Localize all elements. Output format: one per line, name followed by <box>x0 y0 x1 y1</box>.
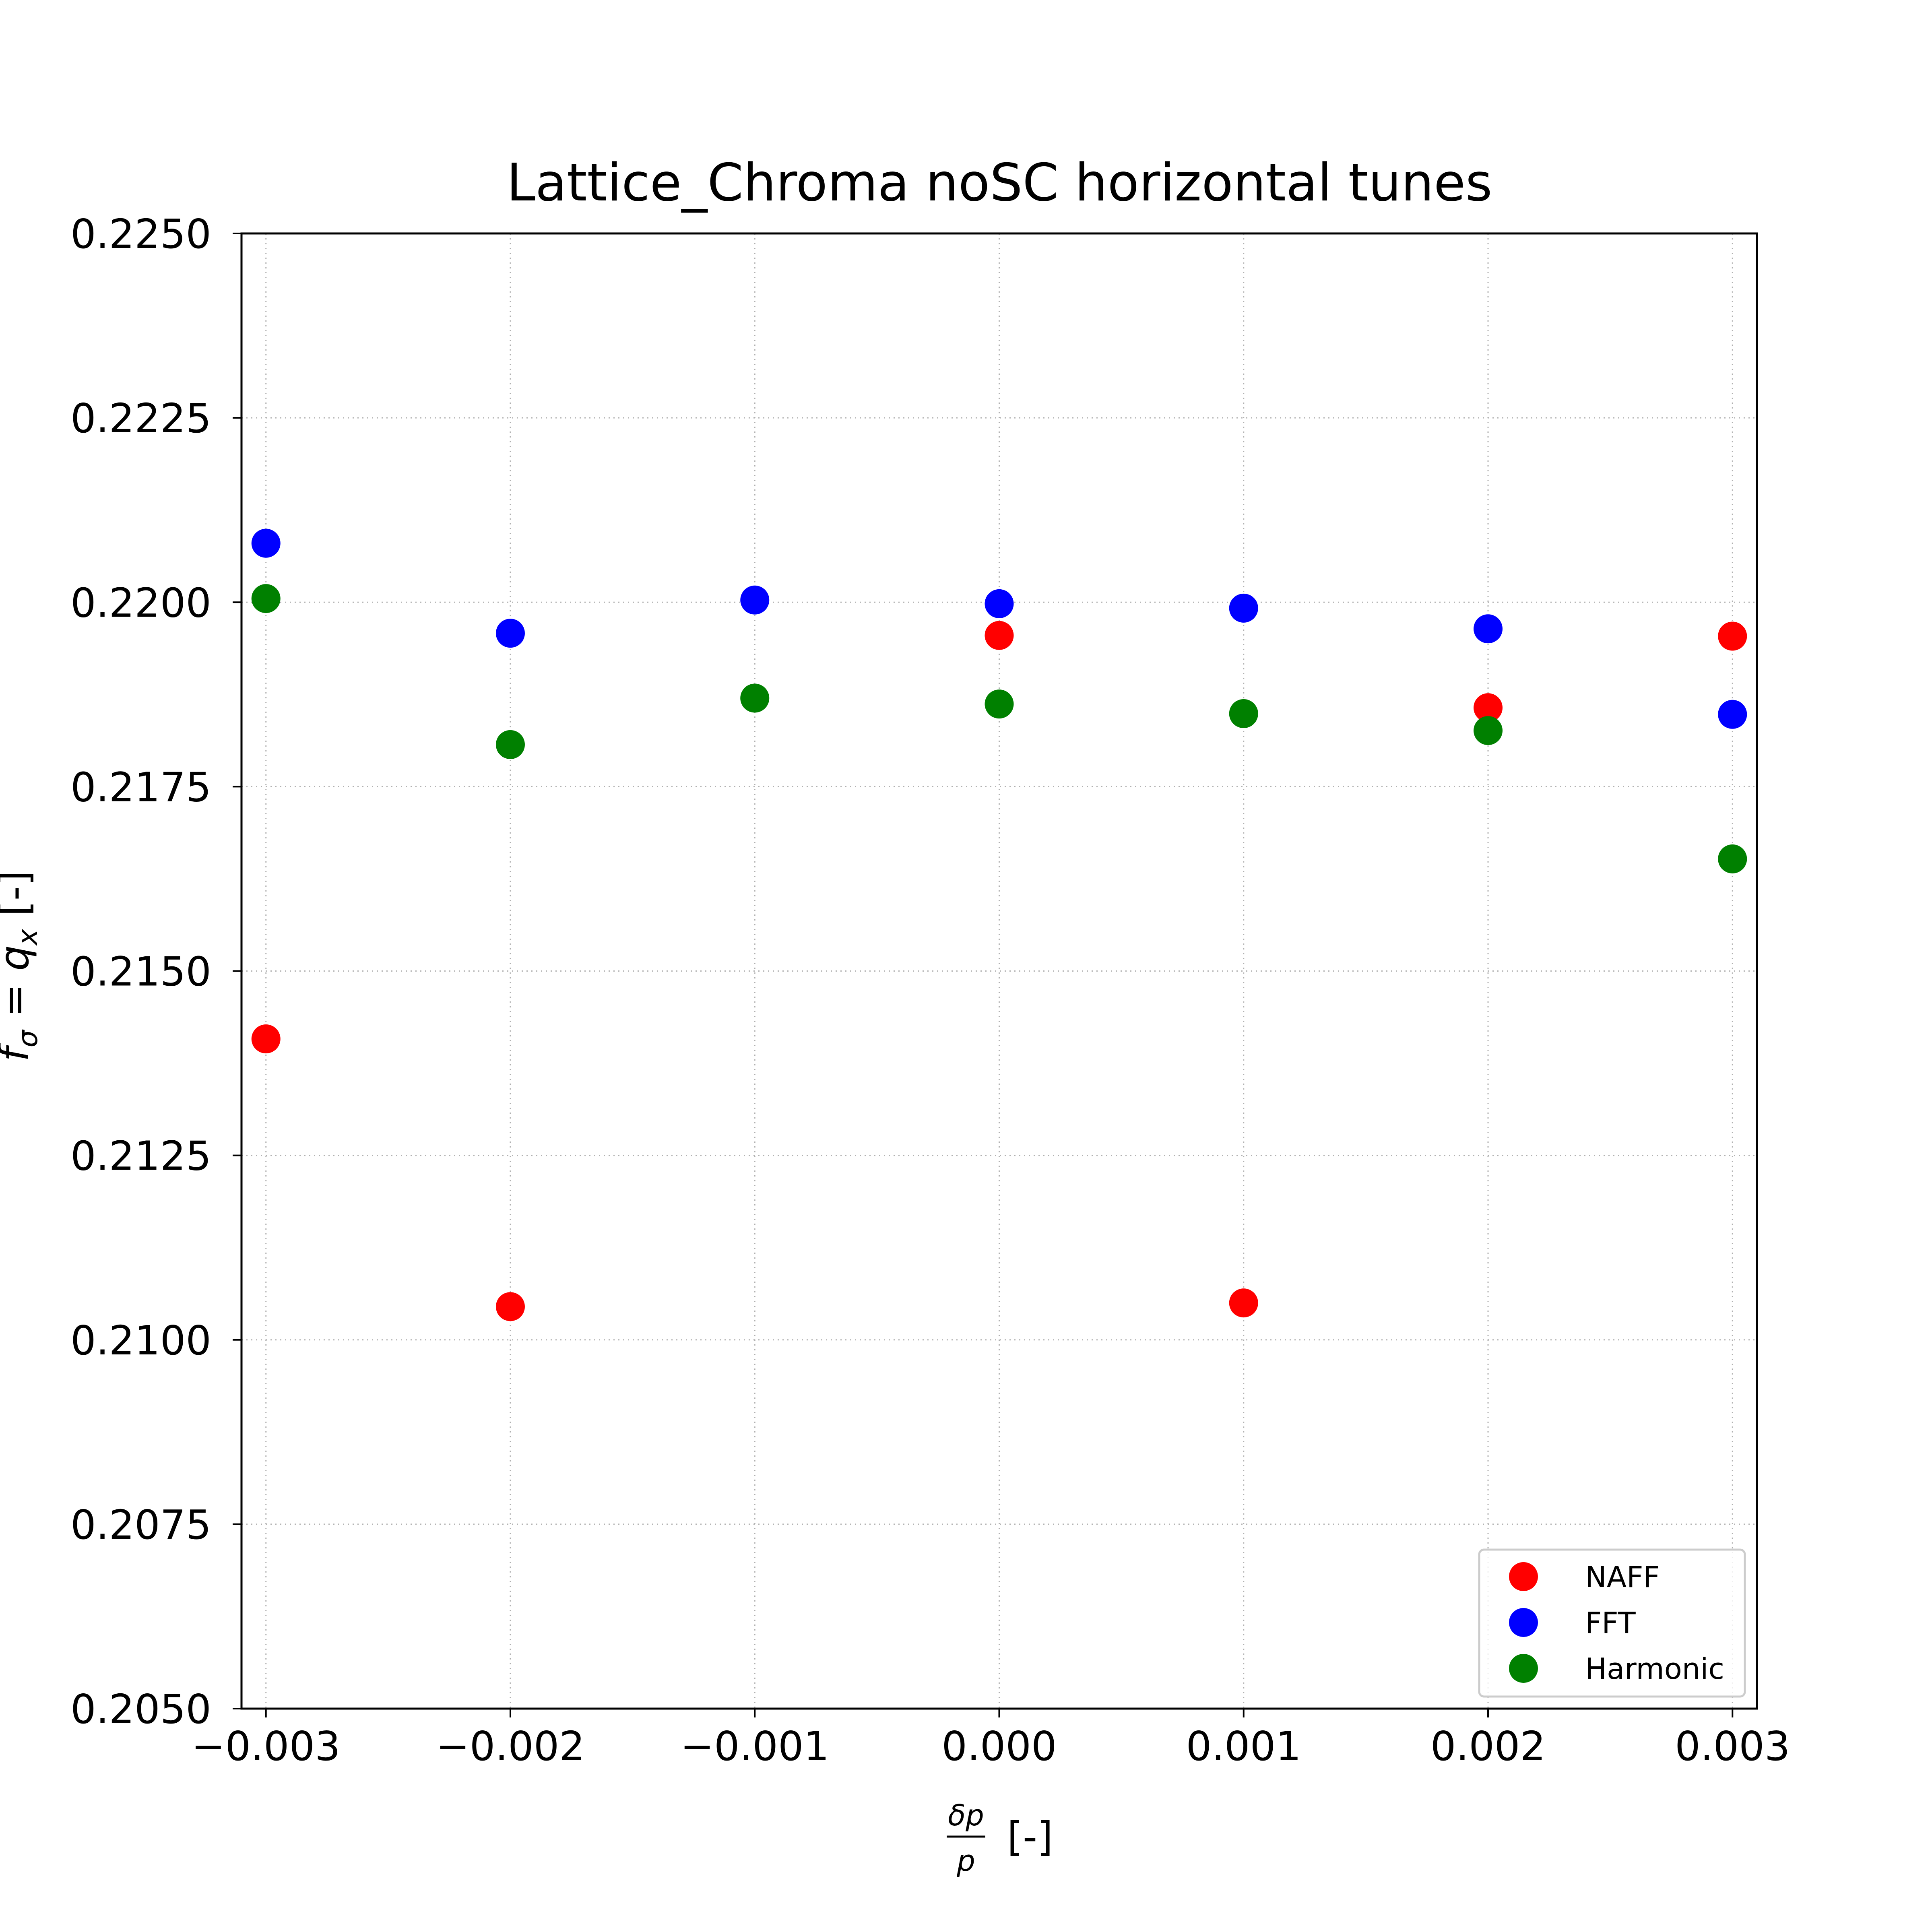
data-point-fft <box>251 528 281 558</box>
data-point-naff <box>495 1292 525 1321</box>
legend-label-fft: FFT <box>1585 1606 1636 1640</box>
x-tick-label: −0.002 <box>436 1723 585 1770</box>
x-axis: −0.003 −0.002 −0.001 0.000 0.001 0.002 0.003 <box>192 1709 1790 1770</box>
legend: NAFF FFT Harmonic <box>1478 1548 1746 1698</box>
legend-marker-naff <box>1509 1562 1538 1591</box>
data-point-harmonic <box>251 584 281 613</box>
legend-marker-harmonic <box>1509 1654 1538 1683</box>
legend-label-harmonic: Harmonic <box>1585 1652 1724 1686</box>
y-axis-label-f-subscript: σ <box>12 1029 44 1047</box>
x-axis-label: δp p [-] <box>947 1798 1053 1878</box>
y-tick-label: 0.2075 <box>70 1501 211 1548</box>
x-axis-label-units: [-] <box>1007 1813 1053 1860</box>
y-tick-label: 0.2250 <box>70 211 211 258</box>
data-point-harmonic <box>1474 716 1503 745</box>
x-axis-label-numerator: δp <box>948 1798 984 1832</box>
y-tick-label: 0.2125 <box>70 1133 211 1180</box>
data-point-fft <box>985 589 1014 618</box>
y-tick-label: 0.2100 <box>70 1317 211 1364</box>
legend-marker-fft <box>1509 1608 1538 1637</box>
chart-title: Lattice_Chroma noSC horizontal tunes <box>507 153 1492 213</box>
data-point-naff <box>1474 693 1503 722</box>
data-point-naff <box>1718 621 1747 651</box>
y-axis-label-q-subscript: x <box>12 929 44 946</box>
y-axis-label-units: [-] <box>0 870 38 929</box>
data-point-fft <box>1229 593 1258 623</box>
y-axis-label-q: q <box>0 945 38 970</box>
x-tick-label: 0.002 <box>1430 1723 1546 1770</box>
legend-box <box>1478 1548 1746 1698</box>
data-point-harmonic <box>1229 699 1258 728</box>
y-tick-label: 0.2050 <box>70 1686 211 1733</box>
data-point-harmonic <box>985 689 1014 719</box>
data-point-fft <box>740 585 770 615</box>
x-axis-label-denominator: p <box>956 1844 975 1878</box>
data-point-naff <box>1229 1288 1258 1318</box>
x-tick-label: −0.003 <box>192 1723 341 1770</box>
data-point-harmonic <box>1718 844 1747 873</box>
data-point-harmonic <box>495 730 525 759</box>
y-axis-label: fσ = qx [-] <box>0 870 44 1061</box>
data-point-fft <box>1474 614 1503 644</box>
x-tick-label: −0.001 <box>680 1723 829 1770</box>
y-tick-label: 0.2175 <box>70 764 211 811</box>
data-point-harmonic <box>740 683 770 713</box>
legend-label-naff: NAFF <box>1585 1560 1660 1594</box>
data-point-naff <box>251 1024 281 1054</box>
x-tick-label: 0.000 <box>941 1723 1057 1770</box>
data-point-naff <box>985 621 1014 650</box>
y-axis-label-equals: = <box>0 971 38 1030</box>
x-tick-label: 0.001 <box>1186 1723 1301 1770</box>
data-point-fft <box>495 619 525 648</box>
data-points <box>251 528 1747 1321</box>
y-tick-label: 0.2150 <box>70 948 211 995</box>
data-point-fft <box>1718 700 1747 729</box>
y-axis: 0.2050 0.2075 0.2100 0.2125 0.2150 0.2175 0.22… <box>70 211 242 1733</box>
x-tick-label: 0.003 <box>1675 1723 1790 1770</box>
y-tick-label: 0.2225 <box>70 395 211 442</box>
y-tick-label: 0.2200 <box>70 579 211 626</box>
